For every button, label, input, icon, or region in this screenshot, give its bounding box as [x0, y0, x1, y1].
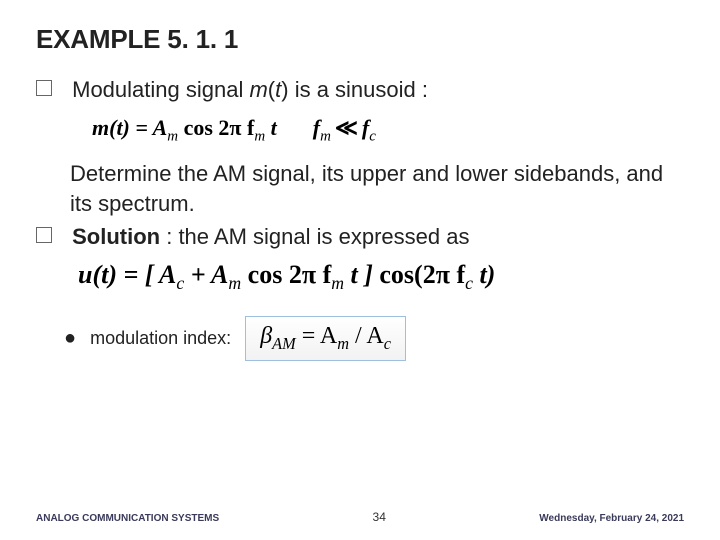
body-determine: Determine the AM signal, its upper and l…: [70, 159, 684, 218]
bullet-box-icon: [36, 80, 52, 96]
footer-left: ANALOG COMMUNICATION SYSTEMS: [36, 513, 219, 524]
bullet1-pre: Modulating signal: [72, 77, 249, 102]
eq-ut: u(t) = [ Ac + Am cos 2π fm t ] cos(2π fc…: [78, 260, 684, 294]
modulation-row: ● modulation index: βAM = Am / Ac: [64, 316, 684, 361]
equation-row-1: m(t) = Am cos 2π fm t fm ≪ fc: [92, 115, 684, 145]
slide-footer: ANALOG COMMUNICATION SYSTEMS 34 Wednesda…: [36, 510, 684, 524]
eq-fm-fc: fm ≪ fc: [313, 115, 376, 145]
bullet1-post: is a sinusoid :: [289, 77, 428, 102]
eq-mt: m(t) = Am cos 2π fm t: [92, 115, 277, 145]
footer-right: Wednesday, February 24, 2021: [539, 513, 684, 524]
bullet1-mt: m: [249, 77, 267, 102]
footer-page: 34: [373, 510, 386, 524]
dot-icon: ●: [64, 327, 76, 350]
solution-line: Solution : the AM signal is expressed as: [36, 222, 684, 252]
solution-label: Solution: [72, 224, 160, 249]
slide-title: EXAMPLE 5. 1. 1: [36, 24, 684, 55]
bullet-box-icon-2: [36, 227, 52, 243]
solution-rest: : the AM signal is expressed as: [160, 224, 469, 249]
bullet1-paren-close: ): [281, 77, 288, 102]
bullet-line-1: Modulating signal m(t) is a sinusoid :: [36, 75, 684, 105]
modulation-box: βAM = Am / Ac: [245, 316, 406, 361]
modulation-label: modulation index:: [90, 328, 231, 349]
